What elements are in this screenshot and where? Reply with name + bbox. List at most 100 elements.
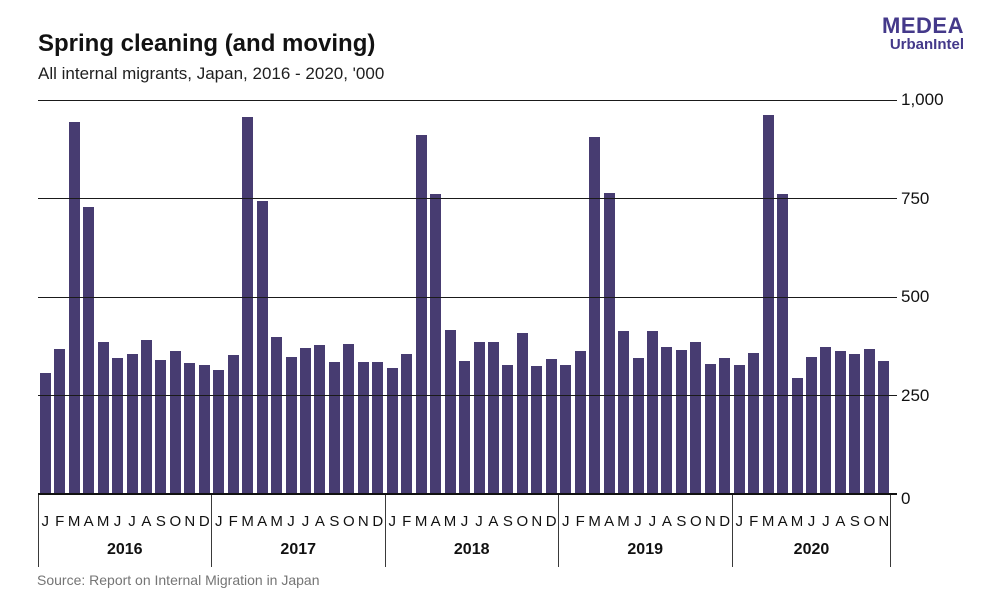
month-tick-label: S (329, 513, 340, 530)
month-tick-label: M (588, 513, 601, 530)
month-tick-label: J (807, 513, 816, 530)
month-tick-label: O (863, 513, 876, 530)
bar (271, 336, 283, 494)
month-tick-label: F (575, 513, 585, 530)
bar (328, 361, 340, 494)
bar (473, 341, 485, 494)
y-axis-tick-label: 0 (901, 489, 911, 508)
bar (733, 365, 745, 494)
month-tick-label: N (878, 513, 890, 530)
bar (54, 349, 66, 494)
bar (39, 372, 51, 494)
bar (545, 358, 557, 494)
brand-logo-division: UrbanIntel (889, 36, 964, 54)
month-tick-label: A (83, 513, 94, 530)
month-tick-label: N (704, 513, 716, 530)
chart-title: Spring cleaning (and moving) (38, 30, 376, 57)
month-tick-label: J (561, 513, 570, 530)
bar (603, 192, 615, 494)
month-tick-label: S (676, 513, 687, 530)
bar (502, 364, 514, 494)
month-tick-label: A (314, 513, 325, 530)
month-tick-label: F (55, 513, 65, 530)
month-tick-label: M (270, 513, 283, 530)
month-tick-label: S (502, 513, 513, 530)
bar (155, 360, 167, 494)
month-tick-label: J (128, 513, 136, 530)
y-axis-tick-label: 500 (901, 287, 930, 306)
month-tick-label: J (634, 513, 642, 530)
gridline-500 (38, 296, 897, 298)
bar (704, 364, 716, 494)
bar (112, 357, 123, 494)
y-axis-tick-label: 750 (901, 188, 930, 208)
bar (343, 343, 355, 494)
bar (791, 377, 803, 494)
brand-logo-name: MEDEA (882, 13, 964, 38)
bar (300, 348, 311, 494)
month-tick-label: J (822, 513, 830, 530)
bar (516, 332, 528, 494)
month-tick-label: A (257, 513, 268, 530)
month-tick-label: A (141, 513, 152, 530)
month-tick-label: J (287, 513, 295, 530)
bar (574, 351, 586, 494)
month-tick-label: J (648, 513, 657, 530)
month-tick-label: D (372, 513, 384, 530)
bar (863, 349, 875, 494)
month-tick-label: J (735, 513, 743, 530)
bar (401, 353, 413, 494)
month-tick-label: M (617, 513, 630, 530)
month-tick-label: N (184, 513, 196, 530)
gridline-1,000 (38, 99, 897, 101)
month-tick-label: J (113, 513, 122, 530)
brand-logo: MEDEA UrbanIntel (882, 14, 964, 53)
bar (140, 339, 152, 494)
month-tick-label: J (460, 513, 469, 530)
bar (762, 115, 774, 494)
month-tick-label: M (443, 513, 457, 530)
month-tick-label: A (488, 513, 499, 530)
bar (646, 330, 658, 494)
month-tick-label: M (790, 513, 804, 530)
bar (834, 350, 846, 494)
month-tick-label: J (388, 513, 396, 530)
bar (487, 341, 499, 494)
chart-subtitle: All internal migrants, Japan, 2016 - 202… (38, 64, 385, 83)
gridline-750 (38, 198, 897, 199)
month-tick-label: O (342, 513, 355, 530)
bar (386, 367, 398, 494)
month-tick-label: F (749, 513, 759, 530)
bar (213, 369, 225, 494)
bar (256, 200, 268, 494)
bar (372, 362, 384, 494)
month-tick-label: N (357, 513, 369, 530)
year-separator (384, 494, 386, 567)
bar (690, 341, 702, 494)
bar (83, 207, 95, 494)
month-tick-label: M (96, 513, 110, 530)
source-note: Source: Report on Internal Migration in … (37, 572, 320, 588)
bar (198, 365, 210, 494)
y-axis-tick-label: 250 (901, 385, 930, 405)
month-tick-label: A (604, 513, 615, 530)
bar (719, 357, 731, 494)
bar (589, 137, 601, 494)
month-tick-label: D (545, 513, 557, 530)
year-separator (211, 494, 212, 567)
month-tick-label: D (198, 513, 210, 530)
bar (357, 362, 369, 494)
x-axis-line (38, 493, 897, 495)
bar (618, 330, 629, 494)
bar (878, 360, 890, 494)
bar (314, 345, 326, 494)
year-separator (558, 494, 559, 567)
month-tick-label: N (531, 513, 543, 530)
bar (748, 353, 760, 494)
month-tick-label: F (228, 513, 238, 530)
month-tick-label: M (761, 513, 775, 530)
month-tick-label: J (41, 513, 49, 530)
year-separator (890, 494, 891, 567)
month-tick-label: A (661, 513, 672, 530)
